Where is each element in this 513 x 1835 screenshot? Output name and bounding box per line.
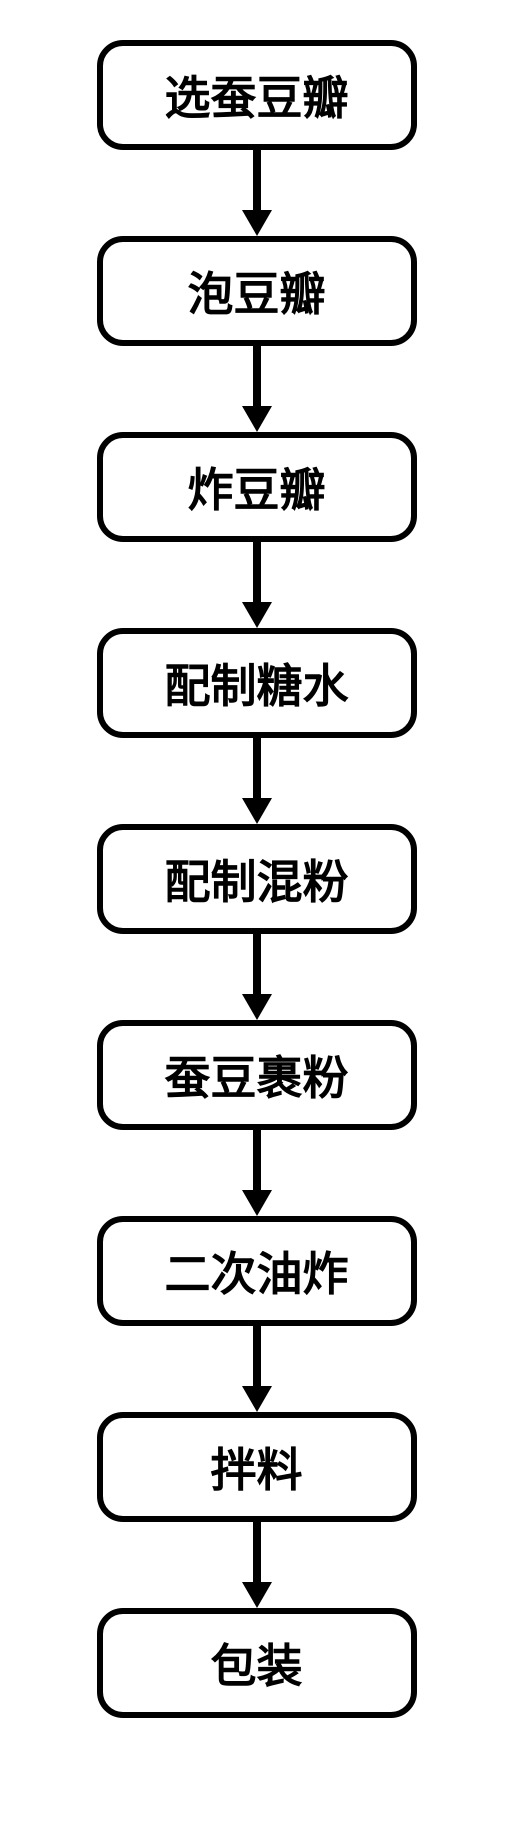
flow-step-label: 配制糖水 (165, 650, 349, 716)
flow-step-label: 炸豆瓣 (188, 454, 326, 520)
flow-step: 炸豆瓣 (97, 432, 417, 542)
flow-step: 泡豆瓣 (97, 236, 417, 346)
flow-arrow (237, 1130, 277, 1216)
flow-arrow (237, 1326, 277, 1412)
flow-step-label: 选蚕豆瓣 (165, 62, 349, 128)
flow-step-label: 配制混粉 (165, 846, 349, 912)
flow-arrow (237, 542, 277, 628)
flowchart-container: 选蚕豆瓣 泡豆瓣 炸豆瓣 配制糖水 配制混粉 (0, 40, 513, 1718)
flow-arrow (237, 934, 277, 1020)
flow-step-label: 泡豆瓣 (188, 258, 326, 324)
flow-step: 配制混粉 (97, 824, 417, 934)
flow-arrow (237, 150, 277, 236)
flow-arrow (237, 738, 277, 824)
flow-step: 蚕豆裹粉 (97, 1020, 417, 1130)
flow-step-label: 拌料 (211, 1434, 303, 1500)
flow-step: 包装 (97, 1608, 417, 1718)
flow-step: 二次油炸 (97, 1216, 417, 1326)
flow-step-label: 蚕豆裹粉 (165, 1042, 349, 1108)
flow-step-label: 二次油炸 (165, 1238, 349, 1304)
flow-arrow (237, 346, 277, 432)
flow-step-label: 包装 (211, 1630, 303, 1696)
flow-step: 拌料 (97, 1412, 417, 1522)
flow-arrow (237, 1522, 277, 1608)
flow-step: 配制糖水 (97, 628, 417, 738)
flow-step: 选蚕豆瓣 (97, 40, 417, 150)
